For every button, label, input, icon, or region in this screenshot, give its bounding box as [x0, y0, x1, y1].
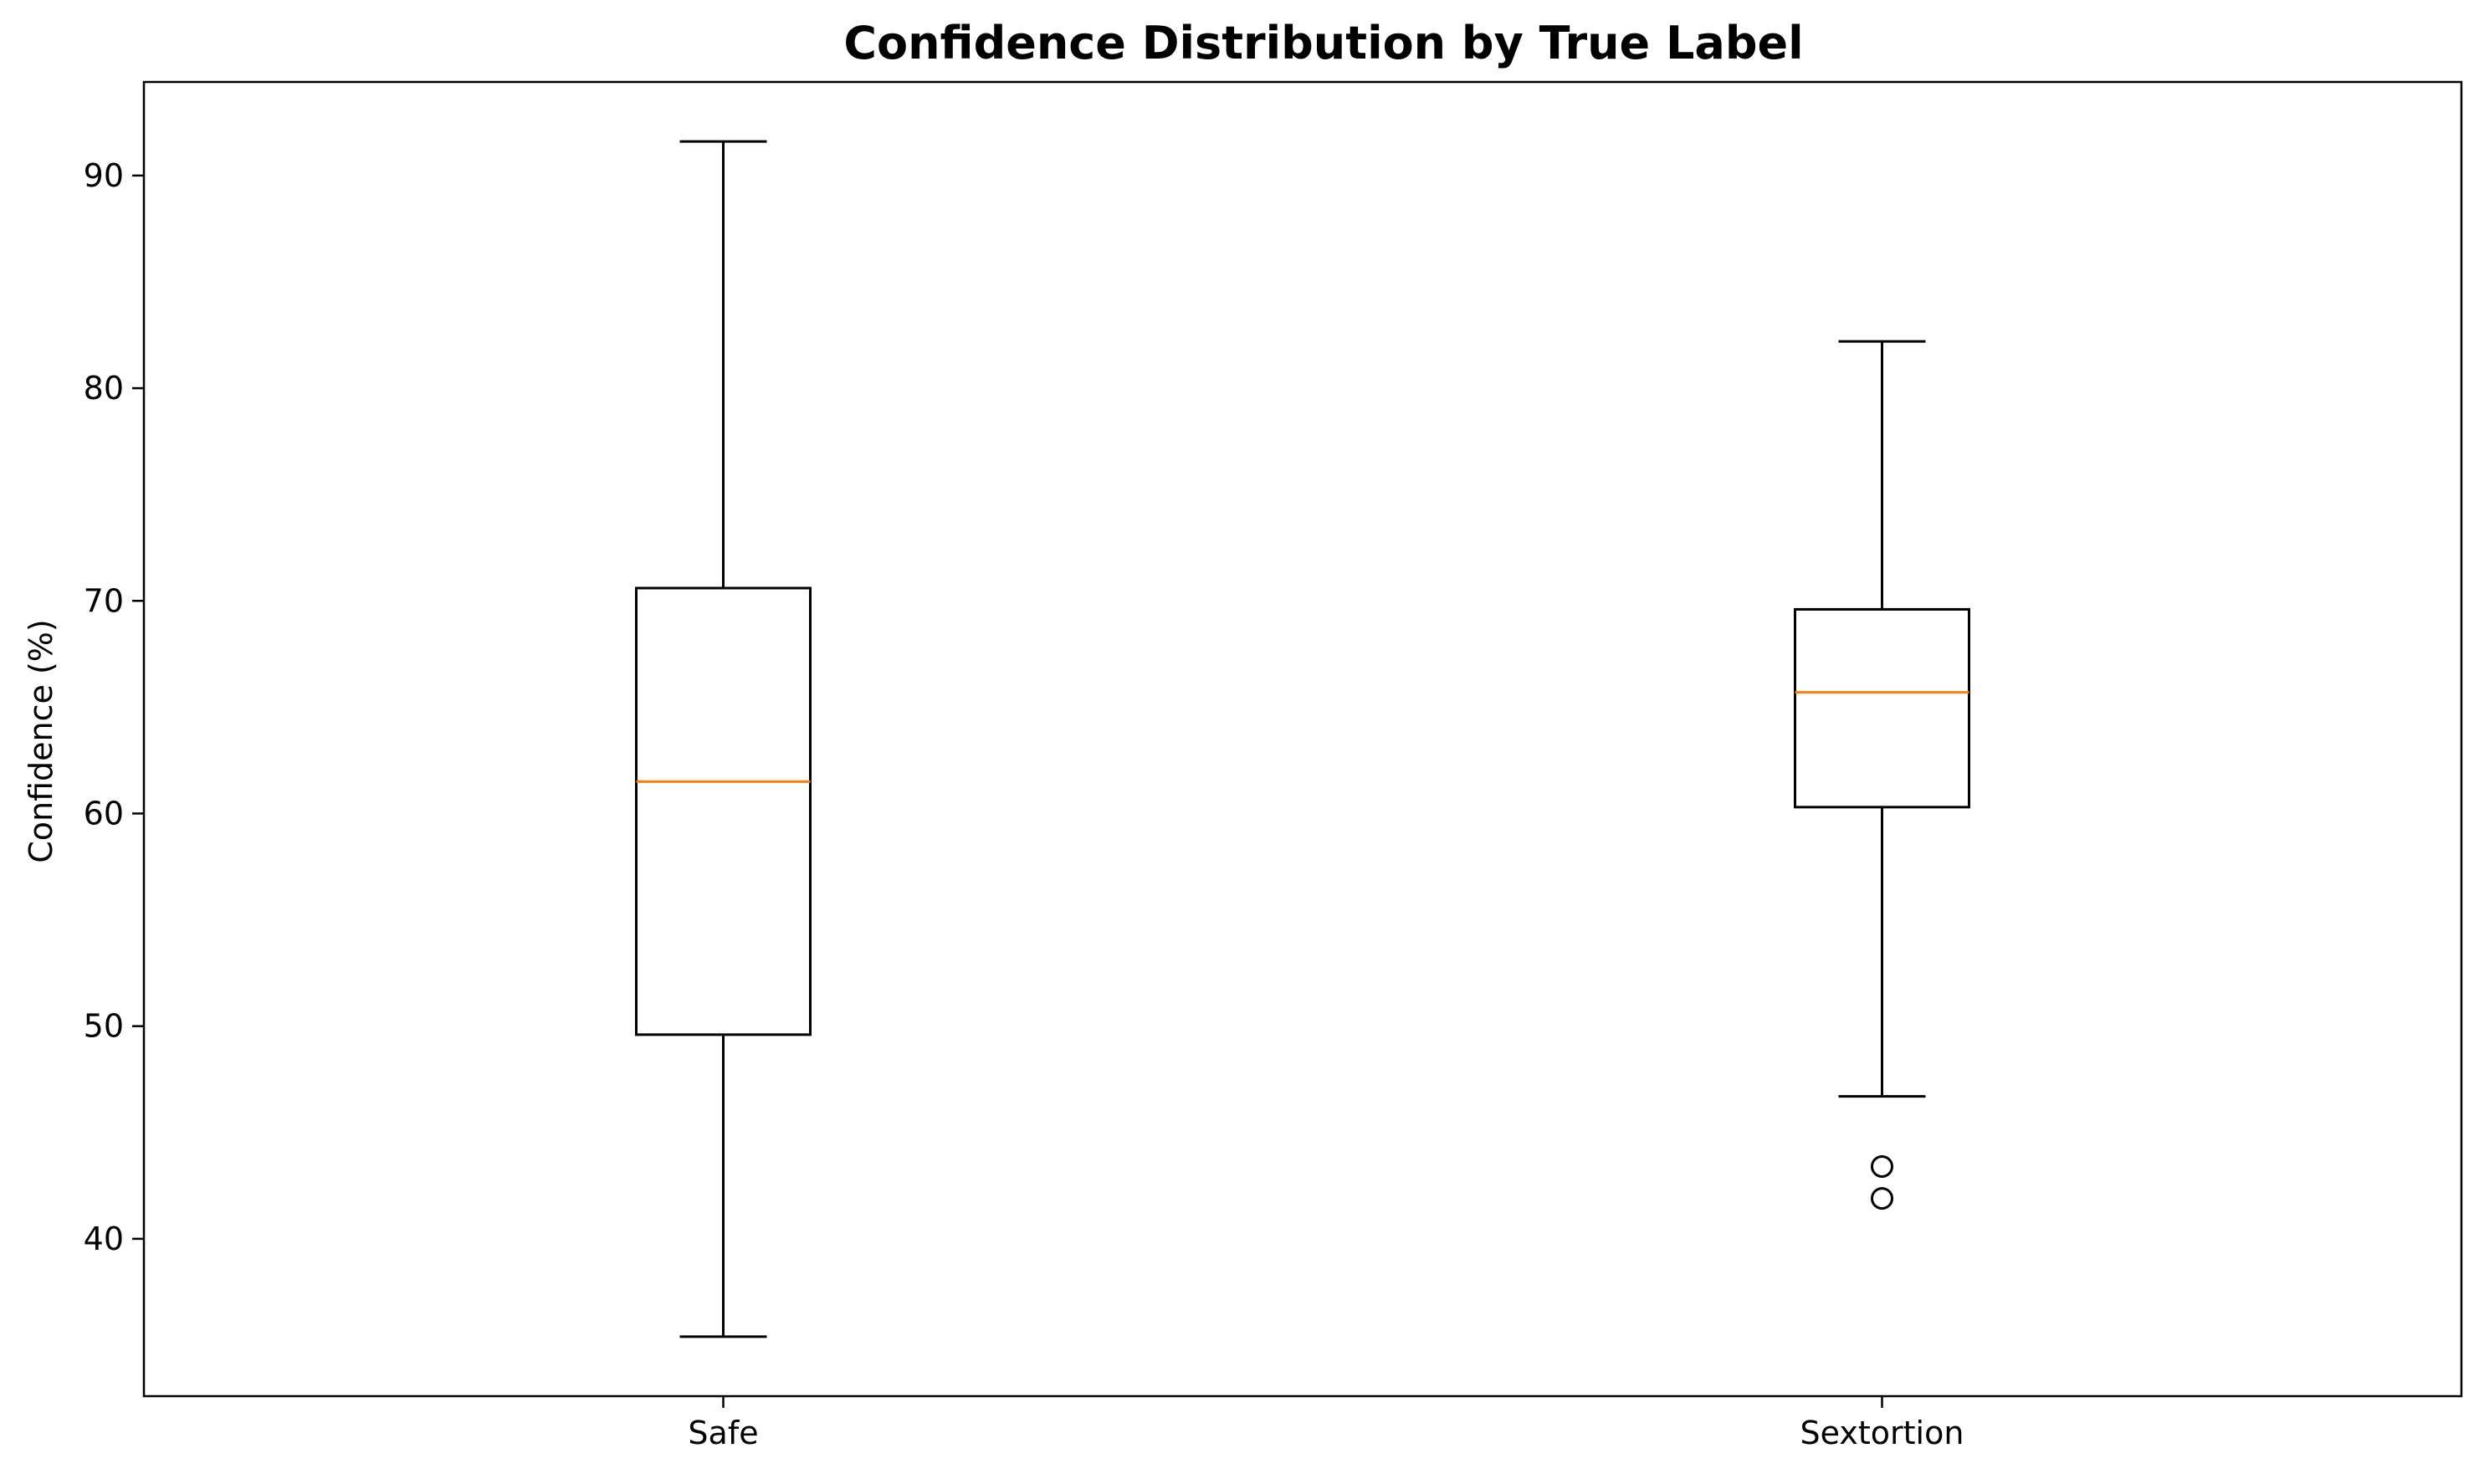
y-axis-label: Confidence (%): [23, 619, 59, 863]
y-tick-label: 60: [84, 795, 124, 832]
box-iqr: [1794, 607, 1970, 809]
x-tick-label: Safe: [688, 1415, 758, 1451]
y-tick-label: 90: [84, 157, 124, 194]
y-tick-label: 40: [84, 1220, 124, 1257]
x-tick-label: Sextortion: [1800, 1415, 1964, 1451]
plot-frame: [142, 80, 2463, 1398]
plot-area: 40 50 60 70 80 90 Safe Sextortion: [84, 140, 1970, 1451]
y-tick-label: 70: [84, 582, 124, 619]
y-tick-label: 50: [84, 1008, 124, 1045]
outlier-point: [1871, 1154, 1893, 1178]
y-tick-label: 80: [84, 370, 124, 407]
outlier-point: [1871, 1187, 1893, 1210]
box-iqr: [635, 586, 812, 1036]
chart-title: Confidence Distribution by True Label: [843, 17, 1803, 69]
